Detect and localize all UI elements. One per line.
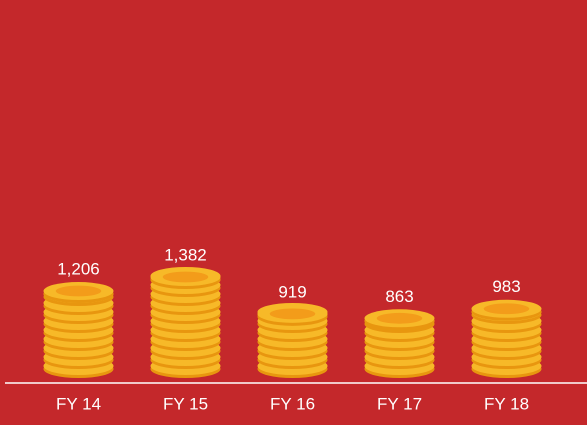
- value-label: 1,206: [57, 259, 100, 278]
- coin-stack: [151, 267, 221, 378]
- coin-stack: [44, 282, 114, 378]
- value-label: 983: [492, 277, 520, 296]
- coin-inner: [270, 308, 316, 319]
- value-label: 1,382: [164, 245, 207, 264]
- coin-stack: [258, 303, 328, 378]
- value-label: 863: [385, 287, 413, 306]
- page: {"chart_data": {"type": "coin-stack", "c…: [0, 0, 587, 420]
- value-label: 919: [278, 282, 306, 301]
- coin-stack: [472, 300, 542, 378]
- x-tick-label: FY 16: [270, 394, 315, 413]
- x-tick-label: FY 14: [56, 394, 101, 413]
- x-tick-label: FY 18: [484, 394, 529, 413]
- coin-inner: [163, 272, 209, 283]
- coin-inner: [484, 303, 530, 314]
- coin-inner: [377, 313, 423, 324]
- x-tick-label: FY 17: [377, 394, 422, 413]
- coin-inner: [56, 286, 102, 297]
- coin-stack: [365, 309, 435, 378]
- x-tick-label: FY 15: [163, 394, 208, 413]
- chart: FY 14 1,206 FY 15 1,382 FY 16 919 FY 17 863 FY 1…: [0, 0, 587, 420]
